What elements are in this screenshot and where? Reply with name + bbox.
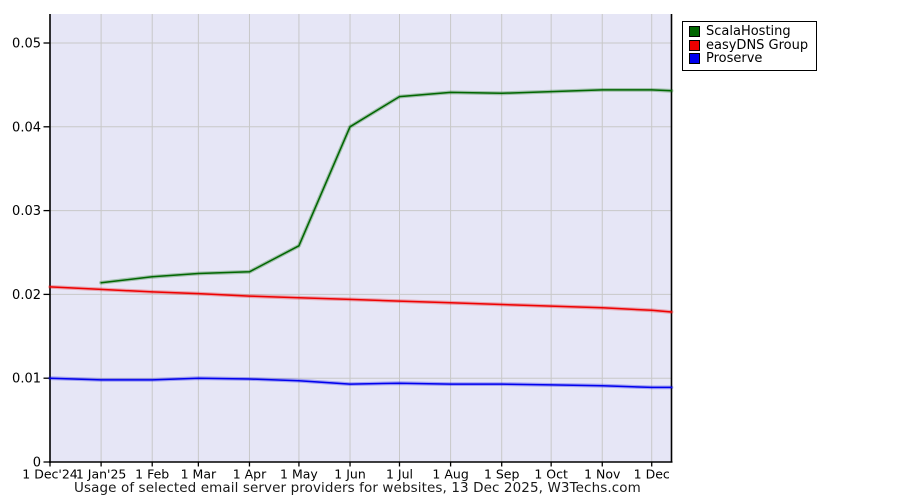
x-tick-label: 1 Mar xyxy=(181,467,217,482)
legend-swatch-icon xyxy=(689,53,700,65)
x-tick-label: 1 May xyxy=(280,467,318,482)
x-tick-label: 1 Oct xyxy=(534,467,568,482)
x-tick-label: 1 Apr xyxy=(233,467,267,482)
legend-label: Proserve xyxy=(706,51,763,66)
y-tick-label: 0 xyxy=(33,456,41,471)
legend-item-easydns-group: easyDNS Group xyxy=(689,37,809,53)
series-line-easydns-group xyxy=(49,286,673,313)
x-tick-label: 1 Sep xyxy=(484,467,520,482)
legend-swatch-icon xyxy=(689,26,700,38)
legend: ScalaHosting easyDNS Group Proserve xyxy=(682,21,818,71)
x-tick-label: 1 Jul xyxy=(386,467,413,482)
legend-item-scalahosting: ScalaHosting xyxy=(689,25,808,39)
legend-item-proserve: Proserve xyxy=(689,52,808,66)
x-tick-label: 1 Dec'24 xyxy=(22,467,78,482)
y-tick-label: 0.04 xyxy=(12,120,41,135)
legend-label: easyDNS Group xyxy=(706,37,809,53)
x-tick-label: 1 Feb xyxy=(135,467,169,482)
series-line-proserve xyxy=(49,377,673,389)
x-tick-label: 1 Nov xyxy=(584,467,621,482)
legend-label: ScalaHosting xyxy=(706,24,791,39)
x-tick-label: 1 Aug xyxy=(432,467,468,482)
plot-background xyxy=(50,14,672,462)
y-tick-label: 0.03 xyxy=(12,204,41,219)
x-tick-label: 1 Jun xyxy=(334,467,365,482)
x-tick-label: 1 Jan'25 xyxy=(76,467,127,482)
y-tick-label: 0.02 xyxy=(12,288,41,303)
y-tick-label: 0.01 xyxy=(12,372,41,387)
y-tick-label: 0.05 xyxy=(12,37,41,52)
legend-swatch-icon xyxy=(689,39,700,51)
x-tick-label: 1 Dec xyxy=(634,467,670,482)
chart-caption: Usage of selected email server providers… xyxy=(74,480,641,496)
series-line-scalahosting xyxy=(100,89,673,284)
